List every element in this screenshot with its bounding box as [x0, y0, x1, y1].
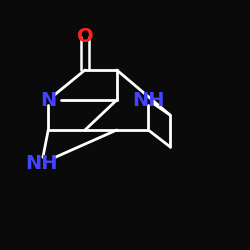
Text: N: N: [40, 90, 56, 110]
Text: NH: NH: [132, 90, 164, 110]
Text: O: O: [77, 27, 93, 46]
Text: NH: NH: [26, 154, 58, 173]
